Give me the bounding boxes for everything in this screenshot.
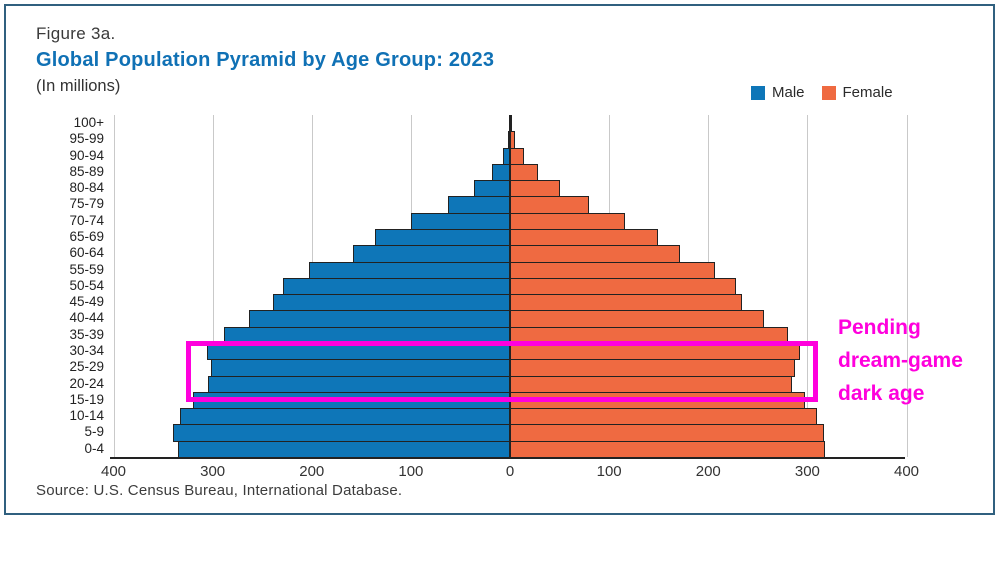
bar-female-60-64	[510, 245, 680, 263]
figure-units-subtitle: (In millions)	[36, 77, 121, 95]
bar-male-40-44	[249, 310, 510, 328]
female-color-swatch	[821, 85, 836, 100]
bar-female-45-49	[510, 294, 742, 312]
age-group-label: 20-24	[69, 375, 104, 391]
source-citation: Source: U.S. Census Bureau, Internationa…	[36, 482, 403, 499]
bar-male-80-84	[474, 180, 510, 198]
gridline	[113, 115, 115, 457]
x-axis-tick-label: 300	[794, 463, 820, 480]
bar-female-90-94	[510, 147, 524, 165]
bar-male-70-74	[410, 212, 510, 230]
age-group-label: 5-9	[84, 424, 104, 440]
legend-item-female: Female	[821, 84, 893, 101]
age-group-label: 95-99	[69, 131, 104, 147]
gridline	[807, 115, 809, 457]
age-group-label: 90-94	[69, 147, 104, 163]
bar-male-60-64	[353, 245, 510, 263]
bar-female-100+	[510, 115, 512, 133]
x-axis-line	[110, 457, 905, 459]
age-group-label: 35-39	[69, 326, 104, 342]
age-group-label: 60-64	[69, 245, 104, 261]
bar-male-10-14	[179, 408, 510, 426]
bar-male-5-9	[172, 424, 510, 442]
bar-female-10-14	[510, 408, 818, 426]
bar-female-85-89	[510, 163, 538, 182]
legend: Male Female	[751, 84, 893, 101]
bar-female-65-69	[510, 229, 658, 247]
bar-female-40-44	[510, 310, 764, 328]
x-axis-tick-label: 100	[596, 463, 622, 480]
bar-female-80-84	[510, 180, 560, 198]
legend-label-male: Male	[772, 84, 805, 101]
x-axis-tick-label: 300	[200, 463, 226, 480]
bar-female-55-59	[510, 261, 716, 279]
age-group-label: 45-49	[69, 294, 104, 310]
legend-label-female: Female	[842, 84, 893, 101]
gridline	[906, 115, 908, 457]
bar-male-55-59	[308, 261, 510, 279]
annotation-text: Pending dream-game dark age	[838, 311, 963, 410]
gridline	[212, 115, 214, 457]
age-group-label: 65-69	[69, 229, 104, 244]
age-group-label: 80-84	[69, 180, 104, 196]
male-color-swatch	[751, 85, 765, 100]
bar-female-75-79	[510, 196, 590, 214]
age-group-label: 50-54	[69, 277, 104, 293]
age-group-label: 100+	[73, 115, 104, 130]
annotation-line: Pending	[838, 316, 921, 339]
age-group-label: 30-34	[69, 343, 104, 358]
bar-female-50-54	[510, 277, 736, 296]
age-group-label: 85-89	[69, 163, 104, 179]
x-axis-tick-label: 400	[100, 463, 127, 480]
age-group-label: 15-19	[69, 391, 104, 407]
age-group-label: 70-74	[69, 212, 104, 228]
x-axis-tick-label: 400	[893, 463, 920, 480]
x-axis-tick-label: 0	[505, 463, 515, 480]
age-group-label: 55-59	[69, 261, 104, 277]
legend-item-male: Male	[751, 84, 805, 101]
age-group-label: 40-44	[69, 310, 104, 326]
x-axis-tick-label: 200	[299, 463, 325, 480]
bar-female-5-9	[510, 424, 825, 442]
bar-male-85-89	[492, 163, 510, 182]
bar-male-90-94	[503, 147, 510, 165]
annotation-line: dream-game	[838, 349, 963, 372]
age-group-label: 25-29	[69, 359, 104, 375]
bar-male-45-49	[273, 294, 510, 312]
bar-male-65-69	[375, 229, 510, 247]
x-axis-tick-label: 100	[398, 463, 424, 480]
bar-female-70-74	[510, 212, 625, 230]
age-group-label: 10-14	[69, 408, 104, 424]
bar-male-0-4	[177, 440, 510, 458]
figure-number: Figure 3a.	[36, 24, 116, 43]
annotation-line: dark age	[838, 382, 925, 405]
bar-female-95-99	[510, 131, 515, 149]
bar-female-0-4	[510, 440, 826, 458]
annotation-highlight-box	[186, 341, 818, 402]
figure-title: Global Population Pyramid by Age Group: …	[36, 49, 495, 71]
bar-male-75-79	[447, 196, 510, 214]
age-group-label: 0-4	[84, 440, 104, 456]
bar-male-50-54	[283, 277, 510, 296]
x-axis-tick-label: 200	[695, 463, 721, 480]
age-group-label: 75-79	[69, 196, 104, 212]
